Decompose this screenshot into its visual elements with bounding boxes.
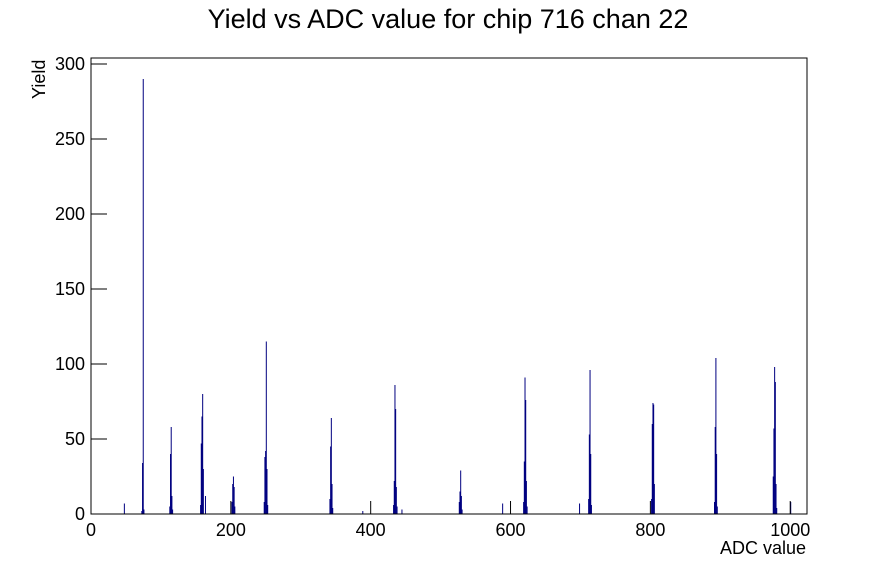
bar (204, 496, 206, 514)
bar (332, 508, 334, 514)
y-tick-label: 0 (75, 504, 85, 524)
bar (170, 427, 172, 514)
bar (773, 428, 775, 514)
bar (652, 403, 654, 514)
y-tick-label: 50 (65, 429, 85, 449)
bar (715, 358, 717, 514)
bar (461, 509, 463, 514)
frame (90, 57, 808, 515)
bar (200, 443, 202, 514)
bar (172, 509, 174, 514)
bar (396, 506, 398, 514)
bar (776, 508, 778, 514)
y-axis-label: Yield (29, 60, 49, 99)
bar (714, 427, 716, 514)
bar (525, 481, 527, 514)
bar (395, 487, 397, 514)
bar (143, 509, 145, 514)
x-tick-label: 1000 (770, 520, 810, 540)
bar (234, 506, 236, 514)
plot-area (123, 79, 792, 514)
bar (651, 499, 653, 514)
y-tick-label: 300 (55, 54, 85, 74)
bar (590, 505, 592, 514)
bar (395, 409, 397, 514)
bar (265, 341, 267, 514)
bar (716, 506, 718, 514)
bar (653, 404, 655, 514)
bar (774, 367, 776, 514)
bar (231, 502, 233, 514)
bar (329, 499, 331, 514)
x-axis-label: ADC value (720, 538, 806, 558)
bar (141, 511, 143, 514)
x-tick-label: 200 (216, 520, 246, 540)
bar (401, 509, 403, 514)
chart-title: Yield vs ADC value for chip 716 chan 22 (208, 4, 689, 34)
bar (393, 481, 395, 514)
bar (525, 400, 527, 514)
bar (232, 484, 234, 514)
bar (362, 511, 364, 514)
bar (202, 469, 204, 514)
bar (523, 461, 525, 514)
x-tick-label: 0 (86, 520, 96, 540)
bar (170, 454, 172, 514)
bar (458, 502, 460, 514)
bar (232, 476, 234, 514)
x-tick-label: 600 (496, 520, 526, 540)
x-tick-label: 800 (635, 520, 665, 540)
bar (202, 394, 204, 514)
bar (590, 454, 592, 514)
bar (502, 503, 504, 514)
y-tick-label: 150 (55, 279, 85, 299)
bar (330, 446, 332, 514)
bar (774, 382, 776, 514)
y-tick-label: 250 (55, 129, 85, 149)
y-tick-label: 200 (55, 204, 85, 224)
bar (200, 505, 202, 514)
bar (330, 418, 332, 514)
bar (169, 506, 171, 514)
bar (264, 457, 266, 514)
bar (775, 484, 777, 514)
bar (331, 484, 333, 514)
bar (579, 503, 581, 514)
bar (523, 502, 525, 514)
bar (714, 502, 716, 514)
bar (588, 499, 590, 514)
bar (201, 416, 203, 514)
bar (459, 491, 461, 514)
y-tick-label: 100 (55, 354, 85, 374)
bar (526, 506, 528, 514)
bar (589, 370, 591, 514)
bar (233, 487, 235, 514)
bar (263, 502, 265, 514)
bar (651, 424, 653, 514)
bar (460, 470, 462, 514)
bar (653, 484, 655, 514)
x-tick-label: 400 (356, 520, 386, 540)
bar (394, 385, 396, 514)
bar (265, 451, 267, 514)
bar (716, 454, 718, 514)
bar (524, 377, 526, 514)
bar (267, 505, 269, 514)
bar (171, 496, 173, 514)
bar (266, 469, 268, 514)
bar (142, 79, 144, 514)
bar (460, 496, 462, 514)
bar (393, 505, 395, 514)
bar (123, 503, 125, 514)
bar (588, 434, 590, 514)
bar (772, 476, 774, 514)
bar (142, 463, 144, 514)
